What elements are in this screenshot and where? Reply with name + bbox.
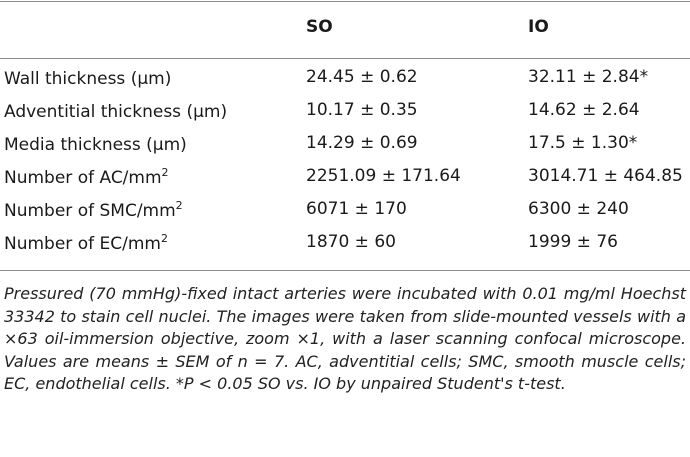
so-value: 1870 ± 60 — [306, 232, 396, 252]
row-label: Number of AC/mm2 — [4, 166, 169, 188]
row-label: Media thickness (μm) — [4, 135, 187, 155]
so-value: 2251.09 ± 171.64 — [306, 166, 461, 186]
table-row: Wall thickness (μm) 24.45 ± 0.62 32.11 ±… — [0, 67, 690, 97]
table-bottom-rule — [0, 270, 690, 271]
table-row: Number of SMC/mm2 6071 ± 170 6300 ± 240 — [0, 199, 690, 229]
table-top-rule — [0, 1, 690, 2]
row-label: Wall thickness (μm) — [4, 69, 172, 89]
row-label: Adventitial thickness (μm) — [4, 102, 228, 122]
io-value: 6300 ± 240 — [528, 199, 629, 219]
row-label: Number of EC/mm2 — [4, 232, 168, 254]
table-footnote: Pressured (70 mmHg)-fixed intact arterie… — [4, 284, 686, 393]
table-row: Media thickness (μm) 14.29 ± 0.69 17.5 ±… — [0, 133, 690, 163]
so-value: 24.45 ± 0.62 — [306, 67, 418, 87]
table-header-rule — [0, 58, 690, 59]
table-row: Adventitial thickness (μm) 10.17 ± 0.35 … — [0, 100, 690, 130]
io-value: 32.11 ± 2.84* — [528, 67, 649, 87]
io-value: 17.5 ± 1.30* — [528, 133, 638, 153]
column-header-so: SO — [306, 17, 333, 37]
row-label: Number of SMC/mm2 — [4, 199, 183, 221]
so-value: 14.29 ± 0.69 — [306, 133, 418, 153]
io-value: 1999 ± 76 — [528, 232, 618, 252]
table-row: Number of EC/mm2 1870 ± 60 1999 ± 76 — [0, 232, 690, 262]
so-value: 6071 ± 170 — [306, 199, 407, 219]
so-value: 10.17 ± 0.35 — [306, 100, 418, 120]
io-value: 3014.71 ± 464.85 — [528, 166, 683, 186]
column-header-io: IO — [528, 17, 549, 37]
table-row: Number of AC/mm2 2251.09 ± 171.64 3014.7… — [0, 166, 690, 196]
io-value: 14.62 ± 2.64 — [528, 100, 640, 120]
